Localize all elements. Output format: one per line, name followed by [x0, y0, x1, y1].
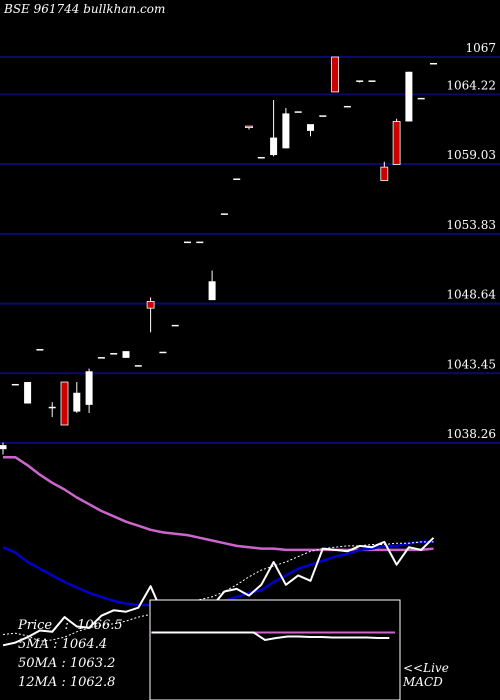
- candle: [48, 402, 56, 417]
- candle: [430, 62, 437, 65]
- macd-label: <<Live MACD: [403, 661, 449, 689]
- candle: [0, 442, 7, 455]
- candle: [24, 382, 32, 404]
- chart-header: BSE 961744 bullkhan.com: [4, 2, 165, 16]
- candle: [110, 353, 118, 355]
- candle: [392, 118, 401, 165]
- symbol-label: BSE 961744: [4, 2, 80, 16]
- legend: Price : 1066.5 5MA : 1064.4 50MA : 1063.…: [18, 616, 123, 692]
- candle: [356, 80, 364, 83]
- candle: [319, 115, 327, 117]
- candle: [220, 213, 228, 215]
- candle-body: [343, 105, 351, 108]
- y-axis-ticks: 1067 1064.22 1059.03 1053.83 1048.64 1043.45 1…: [446, 41, 496, 441]
- grid-lines: [0, 56, 500, 444]
- candle-body: [11, 383, 19, 386]
- candle: [159, 351, 167, 354]
- candle-body: [110, 353, 118, 355]
- candle-body: [134, 365, 142, 367]
- candle-body: [48, 406, 56, 409]
- candle-body: [307, 124, 314, 131]
- candle-body: [319, 115, 327, 117]
- candle: [257, 156, 265, 159]
- candle: [368, 80, 376, 82]
- candle-body: [208, 281, 216, 301]
- candle-body: [146, 301, 155, 309]
- candle-body: [0, 445, 7, 450]
- candle: [245, 125, 253, 130]
- y-tick-label: 1038.26: [446, 427, 496, 441]
- candle-body: [368, 80, 376, 82]
- candle: [233, 178, 241, 180]
- legend-price: Price : 1066.5: [18, 618, 123, 633]
- candle-body: [220, 213, 228, 215]
- candle: [97, 357, 105, 359]
- candle: [307, 124, 314, 137]
- ma-line-50MA: [3, 455, 434, 552]
- candle: [294, 111, 302, 113]
- ma-line-dotted: [2, 541, 434, 642]
- candle: [122, 351, 130, 358]
- candle-body: [331, 56, 340, 93]
- candle-body: [417, 97, 425, 100]
- candle-body: [380, 166, 389, 181]
- candlesticks: [0, 56, 437, 455]
- y-tick-label: 1053.83: [446, 218, 496, 232]
- candle: [184, 241, 191, 244]
- candle: [331, 56, 340, 93]
- legend-12ma: 12MA : 1062.8: [18, 675, 116, 690]
- candle-body: [270, 137, 278, 156]
- candle: [380, 161, 389, 181]
- candle-body: [184, 241, 191, 244]
- candle-body: [392, 121, 401, 165]
- candle-body: [282, 113, 290, 149]
- candle: [282, 108, 290, 149]
- y-tick-label: 1059.03: [446, 148, 496, 162]
- candle: [405, 71, 413, 122]
- candle-body: [73, 392, 81, 412]
- candle-body: [233, 178, 241, 180]
- candle-body: [85, 371, 93, 405]
- candle-body: [159, 351, 167, 354]
- candle: [36, 349, 44, 351]
- candle: [11, 383, 19, 386]
- legend-50ma: 50MA : 1063.2: [18, 656, 116, 671]
- candle: [417, 97, 425, 100]
- y-tick-label: 1064.22: [446, 78, 496, 92]
- candle: [196, 241, 204, 244]
- macd-panel: [149, 599, 401, 700]
- candle-body: [356, 80, 364, 82]
- y-tick-label: 1067: [465, 41, 496, 55]
- candle-body: [257, 156, 265, 159]
- macd-line-macd: [152, 631, 390, 642]
- legend-5ma: 5MA : 1064.4: [18, 637, 108, 652]
- candle-body: [430, 62, 437, 65]
- candle-body: [36, 349, 44, 351]
- y-tick-label: 1048.64: [446, 288, 496, 302]
- candle: [60, 381, 69, 426]
- candle: [343, 105, 351, 108]
- macd-box: [149, 599, 401, 700]
- candle-body: [294, 111, 302, 113]
- candle-body: [60, 381, 69, 426]
- candle-body: [171, 324, 179, 327]
- candle-body: [245, 125, 253, 128]
- site-label: bullkhan.com: [83, 2, 166, 16]
- macd-live-link[interactable]: <<Live: [403, 661, 449, 675]
- candle-body: [405, 71, 413, 122]
- candle-body: [97, 357, 105, 359]
- candle: [171, 324, 179, 327]
- macd-title: MACD: [403, 675, 443, 689]
- candle: [146, 297, 155, 333]
- candle-body: [24, 382, 32, 404]
- y-tick-label: 1043.45: [446, 357, 496, 371]
- candle: [208, 270, 216, 301]
- candle: [85, 368, 93, 413]
- candle-body: [196, 241, 204, 244]
- candle: [73, 382, 81, 413]
- candle: [270, 99, 278, 157]
- candle: [134, 365, 142, 367]
- candle-body: [122, 351, 130, 358]
